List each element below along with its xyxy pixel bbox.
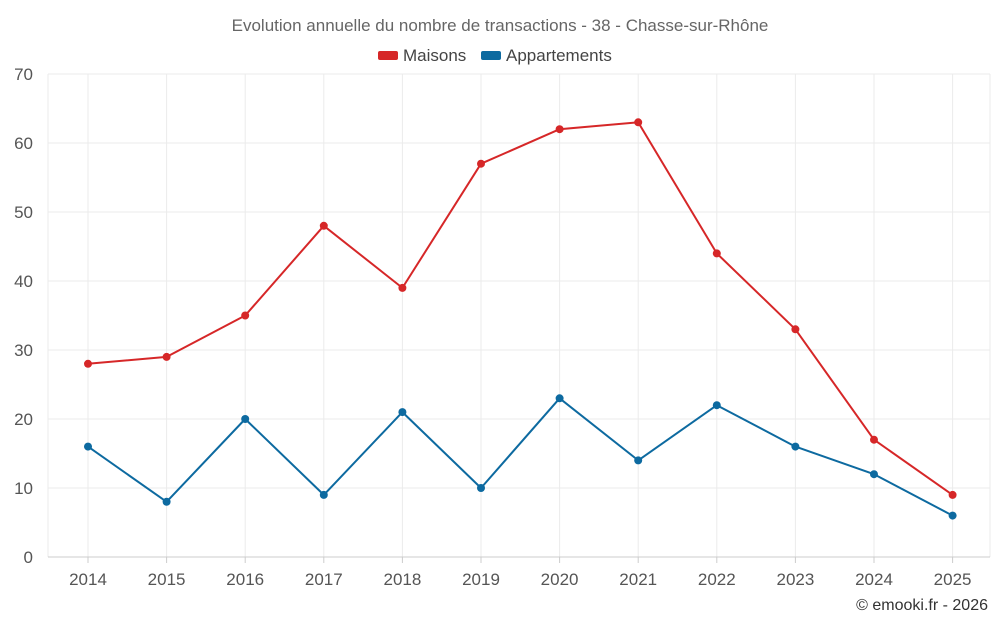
data-point-appartements[interactable] xyxy=(162,497,171,506)
data-point-appartements[interactable] xyxy=(241,415,250,423)
y-tick-label: 0 xyxy=(24,548,33,567)
series xyxy=(84,118,957,520)
y-tick-label: 40 xyxy=(14,272,33,291)
data-point-maisons[interactable] xyxy=(162,352,171,361)
data-point-maisons[interactable] xyxy=(319,221,328,230)
data-point-maisons[interactable] xyxy=(555,125,564,134)
x-tick-label: 2023 xyxy=(776,570,814,589)
legend-label-appartements: Appartements xyxy=(506,46,612,65)
data-point-appartements[interactable] xyxy=(477,484,485,492)
series-line-appartements xyxy=(87,397,954,517)
x-tick-label: 2018 xyxy=(383,570,421,589)
x-tick-label: 2024 xyxy=(855,570,893,589)
data-point-appartements[interactable] xyxy=(319,490,328,499)
data-point-appartements[interactable] xyxy=(791,442,800,451)
y-tick-label: 20 xyxy=(14,410,33,429)
y-tick-label: 70 xyxy=(14,65,33,84)
data-point-maisons[interactable] xyxy=(84,359,92,368)
data-point-maisons[interactable] xyxy=(634,118,643,127)
data-point-maisons[interactable] xyxy=(398,283,407,292)
legend-marker-maisons xyxy=(378,51,398,60)
y-tick-label: 60 xyxy=(14,134,33,153)
data-point-appartements[interactable] xyxy=(870,470,878,479)
data-point-appartements[interactable] xyxy=(948,511,957,520)
x-tick-label: 2021 xyxy=(619,570,657,589)
data-point-appartements[interactable] xyxy=(712,401,721,410)
x-tick-label: 2017 xyxy=(305,570,343,589)
x-tick-label: 2015 xyxy=(148,570,186,589)
x-tick-label: 2014 xyxy=(69,570,107,589)
data-point-maisons[interactable] xyxy=(870,435,878,444)
series-line-maisons xyxy=(87,121,954,496)
data-point-appartements[interactable] xyxy=(634,456,643,465)
grid xyxy=(47,73,991,557)
data-point-maisons[interactable] xyxy=(477,159,485,168)
y-tick-label: 30 xyxy=(14,341,33,360)
data-point-maisons[interactable] xyxy=(712,249,721,258)
y-tick-label: 50 xyxy=(14,203,33,222)
x-tick-label: 2016 xyxy=(226,570,264,589)
x-tick-label: 2019 xyxy=(462,570,500,589)
data-point-maisons[interactable] xyxy=(241,311,250,320)
x-tick-label: 2022 xyxy=(698,570,736,589)
legend-marker-appartements xyxy=(481,51,501,60)
x-tick-label: 2020 xyxy=(541,570,579,589)
data-point-appartements[interactable] xyxy=(555,394,564,403)
x-tick-label: 2025 xyxy=(934,570,972,589)
axes: 0 10 20 30 40 50 60 70 2014 2015 2016 2017 2018 2019 2… xyxy=(14,65,990,589)
data-point-appartements[interactable] xyxy=(84,442,92,451)
y-tick-label: 10 xyxy=(14,479,33,498)
chart-title: Evolution annuelle du nombre de transact… xyxy=(232,16,769,35)
data-point-maisons[interactable] xyxy=(948,490,957,499)
credit-text: © emooki.fr - 2026 xyxy=(856,597,988,614)
data-point-maisons[interactable] xyxy=(791,325,800,334)
legend-label-maisons: Maisons xyxy=(403,46,466,65)
legend: Maisons Appartements xyxy=(378,46,612,65)
data-point-appartements[interactable] xyxy=(398,408,407,417)
